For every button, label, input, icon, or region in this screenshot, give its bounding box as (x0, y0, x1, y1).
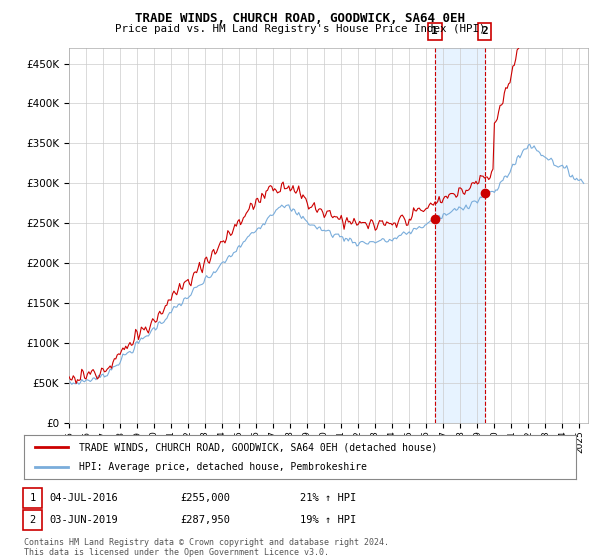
Text: 2: 2 (481, 26, 488, 36)
Text: 19% ↑ HPI: 19% ↑ HPI (300, 515, 356, 525)
Text: 1: 1 (29, 493, 35, 503)
Bar (435, 48, 485, 423)
Text: Price paid vs. HM Land Registry's House Price Index (HPI): Price paid vs. HM Land Registry's House … (115, 24, 485, 34)
Text: 1: 1 (431, 26, 438, 36)
Text: TRADE WINDS, CHURCH ROAD, GOODWICK, SA64 0EH: TRADE WINDS, CHURCH ROAD, GOODWICK, SA64… (135, 12, 465, 25)
Text: £287,950: £287,950 (180, 515, 230, 525)
Text: 03-JUN-2019: 03-JUN-2019 (50, 515, 119, 525)
Text: HPI: Average price, detached house, Pembrokeshire: HPI: Average price, detached house, Pemb… (79, 461, 367, 472)
Text: 04-JUL-2016: 04-JUL-2016 (50, 493, 119, 503)
Text: £255,000: £255,000 (180, 493, 230, 503)
Text: 21% ↑ HPI: 21% ↑ HPI (300, 493, 356, 503)
Text: Contains HM Land Registry data © Crown copyright and database right 2024.
This d: Contains HM Land Registry data © Crown c… (24, 538, 389, 557)
Text: 2: 2 (29, 515, 35, 525)
Text: TRADE WINDS, CHURCH ROAD, GOODWICK, SA64 0EH (detached house): TRADE WINDS, CHURCH ROAD, GOODWICK, SA64… (79, 442, 437, 452)
